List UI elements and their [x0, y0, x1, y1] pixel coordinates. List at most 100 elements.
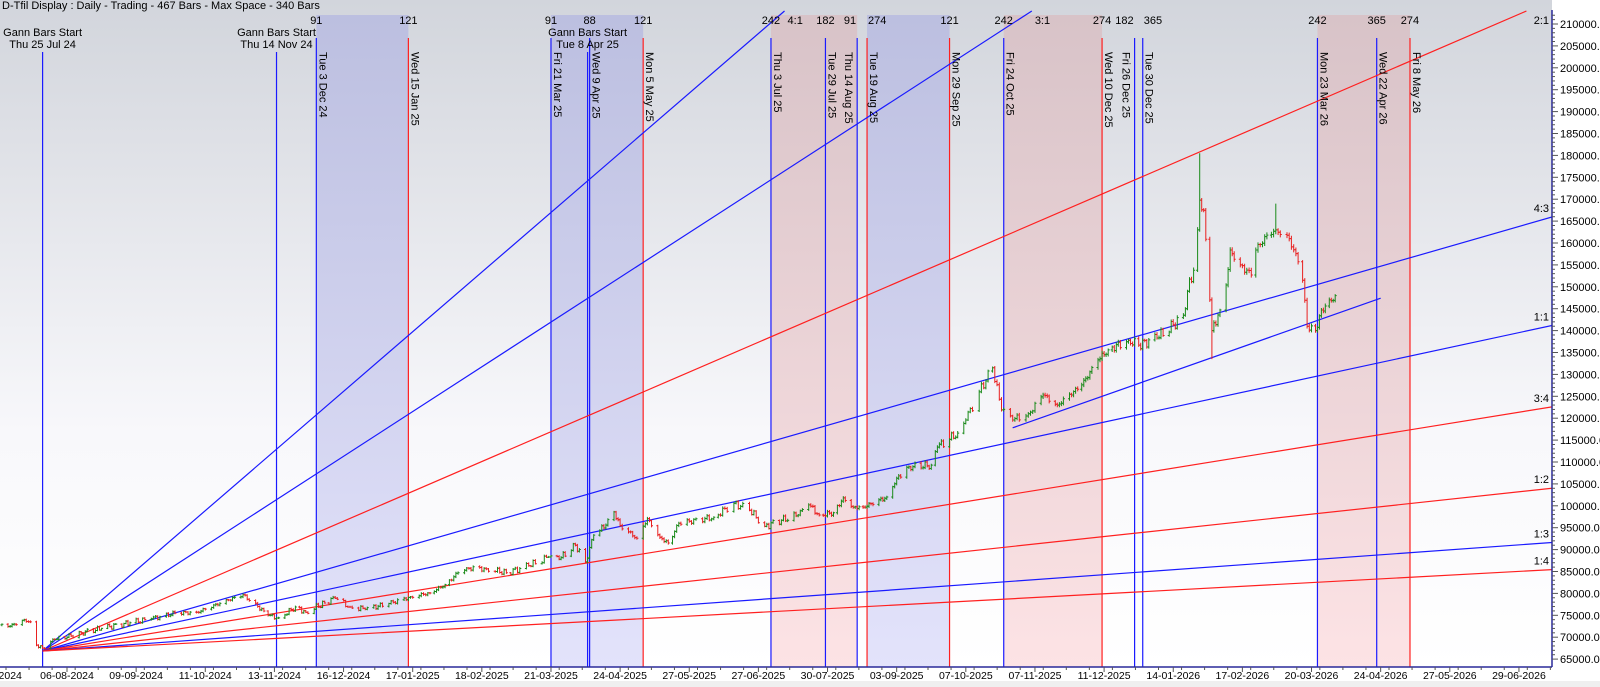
- y-tick-label: 185000.00: [1560, 129, 1600, 141]
- y-tick-label: 150000.00: [1560, 282, 1600, 294]
- price-bar: [843, 496, 847, 503]
- y-tick-label: 195000.00: [1560, 85, 1600, 97]
- price-bar: [1147, 338, 1151, 349]
- price-bar: [233, 595, 237, 599]
- gann-start-date: Thu 25 Jul 24: [9, 39, 76, 51]
- price-bar: [1218, 308, 1222, 318]
- price-bar: [606, 518, 610, 527]
- fan-line-4-3[interactable]: [42, 216, 1552, 652]
- price-bar: [323, 600, 327, 604]
- price-bar: [563, 551, 567, 558]
- x-tick-label: 27-05-2025: [662, 670, 716, 682]
- price-bar: [712, 516, 716, 521]
- price-bar: [577, 548, 581, 553]
- x-tick-label: 20-03-2026: [1285, 670, 1339, 682]
- x-tick-label: 18-02-2025: [455, 670, 509, 682]
- fan-line-4-1[interactable]: [42, 10, 785, 652]
- price-bar: [443, 583, 447, 589]
- price-bar: [306, 611, 310, 615]
- price-bar: [1249, 267, 1253, 278]
- price-bar: [1175, 315, 1179, 330]
- price-bar: [335, 597, 339, 601]
- fan-line-1-2[interactable]: [42, 487, 1552, 652]
- fan-line-1-1[interactable]: [42, 324, 1552, 652]
- price-bar: [1061, 396, 1065, 406]
- cycle-count-label: 121: [399, 15, 417, 27]
- price-bar: [293, 605, 297, 612]
- gann-start-date: Thu 14 Nov 24: [240, 39, 312, 51]
- y-tick-label: 65000.00: [1560, 654, 1600, 666]
- price-bar: [247, 598, 251, 602]
- price-bar: [396, 598, 400, 605]
- price-bar: [1076, 386, 1080, 392]
- x-tick-label: 11-10-2024: [179, 670, 232, 682]
- x-tick-label: 13-11-2024: [248, 670, 301, 682]
- price-bar: [1232, 251, 1236, 262]
- price-bar: [57, 635, 61, 641]
- price-bar: [365, 606, 369, 611]
- fan-line-2-1[interactable]: [42, 10, 1527, 652]
- cycle-date-label: Wed 15 Jan 25: [408, 52, 420, 126]
- price-bar: [100, 627, 104, 631]
- x-axis: -2024 06-08-2024 09-09-2024 11-10-2024 13-11…: [0, 666, 1552, 682]
- x-tick-label: 29-06-2026: [1492, 670, 1546, 682]
- fan-line-3-1[interactable]: [42, 10, 1033, 652]
- fan-ratio-label: 4:3: [1534, 203, 1549, 215]
- cycle-date-label: Fri 24 Oct 25: [1004, 52, 1016, 116]
- cycle-date-label: Wed 22 Apr 26: [1377, 52, 1389, 125]
- y-axis: 65000.00 70000.00 75000.00 80000.00 85000.00…: [1551, 10, 1600, 667]
- y-tick-label: 70000.00: [1560, 632, 1600, 644]
- price-bar: [203, 607, 207, 611]
- cycle-count-label: 88: [583, 15, 595, 27]
- cycle-band: [770, 15, 858, 667]
- price-bar: [277, 616, 281, 619]
- price-bar: [666, 539, 670, 545]
- y-tick-label: 165000.00: [1560, 216, 1600, 228]
- x-tick-label: 03-09-2025: [870, 670, 924, 682]
- fan-ratio-label: 3:1: [1035, 15, 1050, 27]
- gann-start-label: Gann Bars Start: [548, 27, 627, 39]
- fan-line-1-4[interactable]: [42, 569, 1552, 652]
- price-bar: [817, 512, 821, 517]
- y-tick-label: 80000.00: [1560, 588, 1600, 600]
- price-bar: [885, 495, 889, 500]
- price-bar: [114, 623, 118, 625]
- cycle-band: [1317, 15, 1410, 667]
- y-tick-label: 135000.00: [1560, 348, 1600, 360]
- price-bar: [1323, 303, 1327, 314]
- cycle-date-label: Fri 26 Dec 25: [1120, 52, 1132, 118]
- price-bar: [1133, 336, 1137, 347]
- y-tick-label: 145000.00: [1560, 304, 1600, 316]
- fan-line-1-3[interactable]: [42, 541, 1552, 652]
- price-bar: [1106, 348, 1110, 357]
- price-bar: [158, 615, 162, 621]
- cycle-date-label: Mon 5 May 25: [643, 52, 655, 122]
- price-bar: [1204, 208, 1208, 242]
- price-bar: [986, 369, 990, 383]
- cycle-count-label: 365: [1368, 15, 1386, 27]
- y-tick-label: 125000.00: [1560, 391, 1600, 403]
- fan-ratio-label: 1:3: [1534, 529, 1549, 541]
- y-tick-label: 210000.00: [1560, 19, 1600, 31]
- price-bar: [428, 592, 432, 595]
- price-bar: [0, 623, 4, 627]
- y-tick-label: 180000.00: [1560, 150, 1600, 162]
- y-tick-label: 160000.00: [1560, 238, 1600, 250]
- cycle-count-label: 91: [844, 15, 856, 27]
- price-bar: [262, 607, 266, 613]
- cycle-date-label: Tue 29 Jul 25: [825, 52, 837, 118]
- y-tick-label: 175000.00: [1560, 172, 1600, 184]
- cycle-band: [550, 15, 644, 667]
- price-bar: [871, 502, 875, 507]
- price-bar: [173, 610, 177, 615]
- cycle-count-label: 91: [545, 15, 557, 27]
- y-tick-label: 100000.00: [1560, 501, 1600, 513]
- price-bar: [504, 568, 508, 574]
- fan-line-3-4[interactable]: [42, 406, 1552, 652]
- y-tick-label: 205000.00: [1560, 41, 1600, 53]
- x-tick-label: 16-12-2024: [317, 670, 371, 682]
- price-bar: [1047, 394, 1051, 404]
- cycle-count-label: 365: [1144, 15, 1162, 27]
